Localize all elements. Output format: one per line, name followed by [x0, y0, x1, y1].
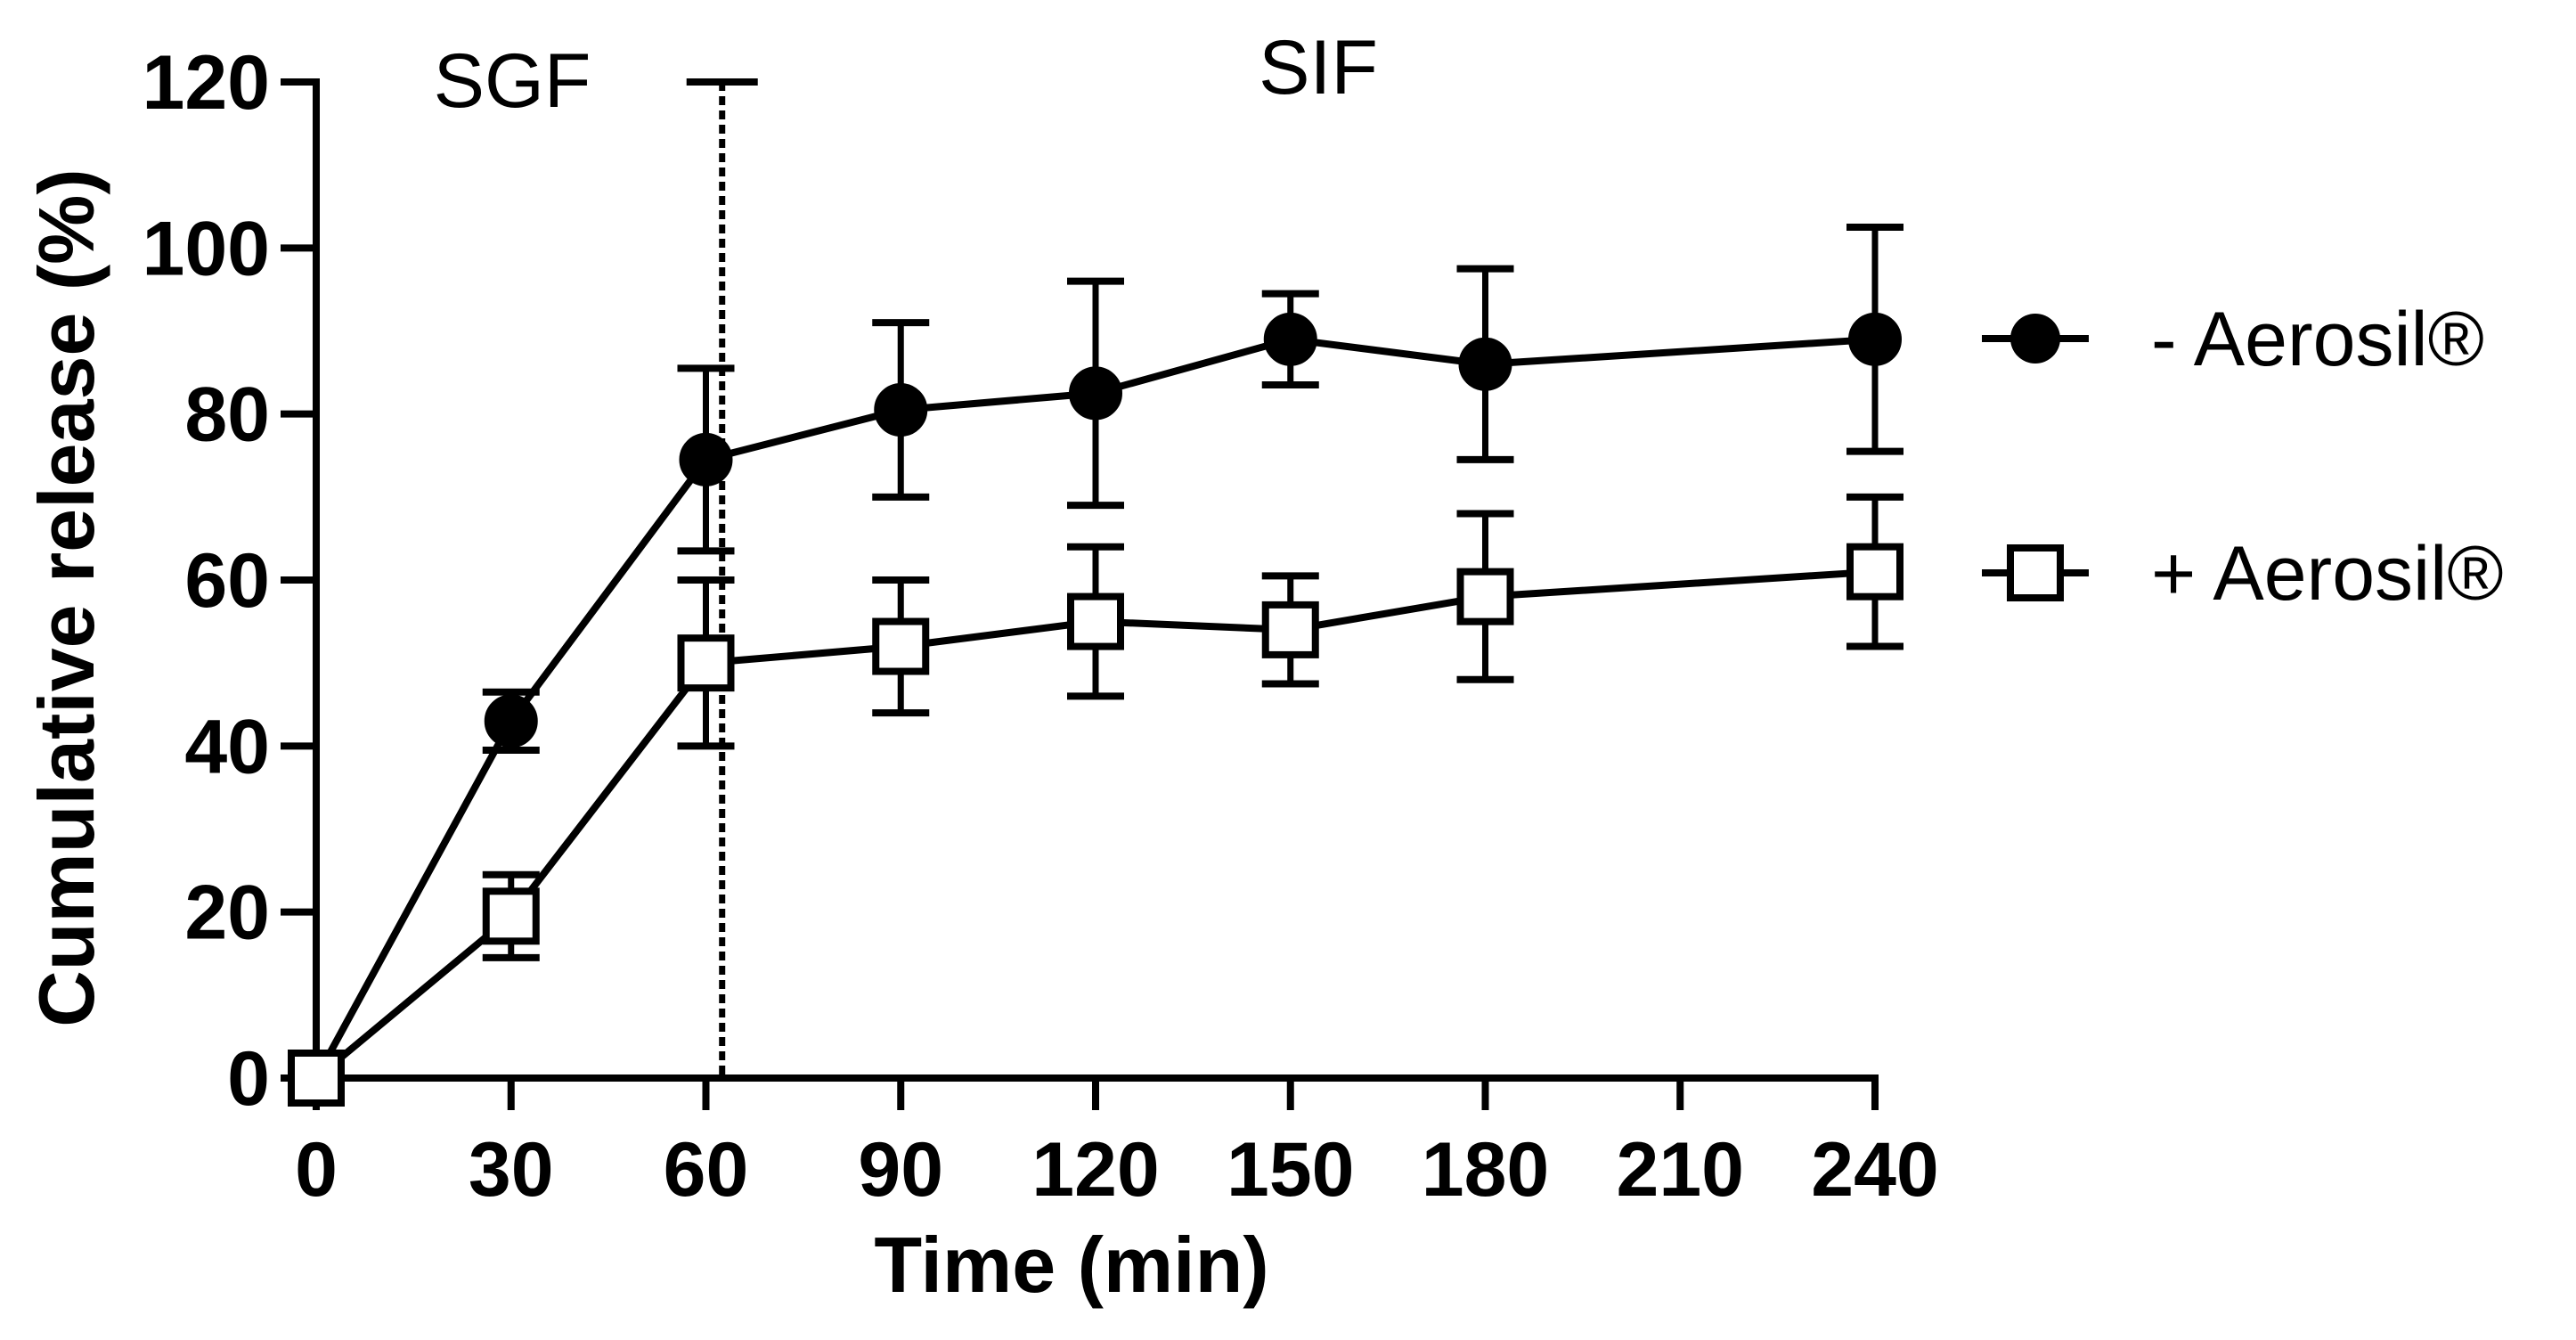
- data-point-open-square: [872, 617, 930, 675]
- y-axis-title: Cumulative release (%): [22, 168, 110, 1027]
- series-without-aerosil: [289, 224, 1903, 1105]
- data-point-open-square: [1261, 601, 1319, 658]
- x-tick-label: 120: [1031, 1127, 1160, 1213]
- y-tick-label: 120: [143, 40, 271, 126]
- data-point-open-square: [1456, 568, 1514, 625]
- y-axis-ticks: 0 20 40 60 80 100 120: [143, 40, 316, 1122]
- x-tick-label: 0: [295, 1127, 338, 1213]
- data-point-open-square: [1067, 592, 1124, 650]
- y-tick-label: 60: [184, 538, 270, 624]
- y-tick-label: 0: [227, 1036, 270, 1122]
- data-point-filled-circle: [1069, 366, 1122, 421]
- data-point-open-square: [288, 1050, 345, 1107]
- legend-label: + Aerosil®: [2151, 531, 2504, 617]
- data-point-filled-circle: [679, 432, 733, 486]
- data-point-open-square: [1846, 543, 1903, 601]
- legend-marker-open-square: [2007, 544, 2064, 601]
- x-tick-label: 150: [1227, 1127, 1355, 1213]
- y-tick-label: 20: [184, 870, 270, 956]
- x-tick-label: 90: [858, 1127, 943, 1213]
- series-layer: [288, 224, 1903, 1107]
- data-point-open-square: [482, 887, 540, 945]
- x-tick-label: 60: [664, 1127, 749, 1213]
- x-tick-label: 240: [1811, 1127, 1939, 1213]
- y-tick-label: 80: [184, 372, 270, 458]
- series-with-aerosil: [288, 493, 1903, 1107]
- x-tick-label: 30: [469, 1127, 554, 1213]
- series-line: [314, 568, 1876, 1082]
- data-point-filled-circle: [1848, 312, 1902, 366]
- y-tick-label: 40: [184, 704, 270, 789]
- x-axis-ticks: 0 30 60 90 120 150 180 210 240: [295, 1078, 1939, 1213]
- y-tick-label: 100: [143, 206, 271, 291]
- sif-annotation: SIF: [1259, 25, 1378, 110]
- data-point-filled-circle: [1458, 337, 1512, 391]
- data-point-filled-circle: [484, 694, 538, 748]
- legend-item-without-aerosil: - Aerosil®: [1982, 297, 2484, 382]
- x-axis-title: Time (min): [874, 1221, 1268, 1309]
- data-point-open-square: [677, 634, 735, 692]
- legend-marker-filled-circle: [2010, 314, 2060, 364]
- x-tick-label: 210: [1617, 1127, 1745, 1213]
- legend-label: - Aerosil®: [2151, 297, 2484, 382]
- series-line: [313, 335, 1876, 1080]
- x-tick-label: 180: [1422, 1127, 1550, 1213]
- sgf-annotation: SGF: [434, 38, 591, 124]
- data-point-filled-circle: [1263, 312, 1317, 366]
- legend: - Aerosil® + Aerosil®: [1982, 297, 2504, 617]
- data-point-filled-circle: [874, 383, 928, 437]
- legend-item-with-aerosil: + Aerosil®: [1982, 531, 2504, 617]
